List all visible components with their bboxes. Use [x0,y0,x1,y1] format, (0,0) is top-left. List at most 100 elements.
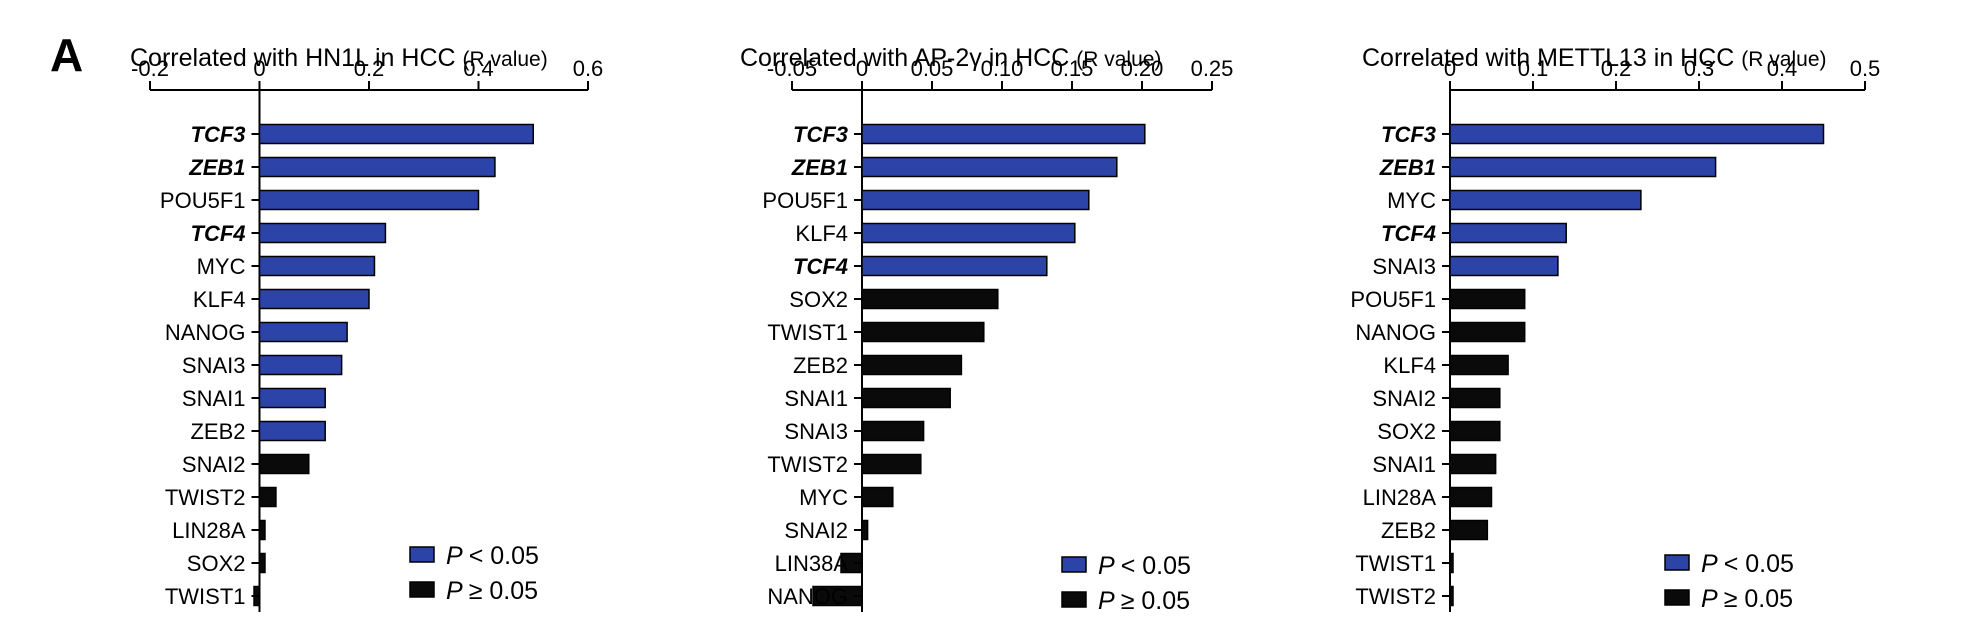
bar-zeb1 [1449,156,1717,178]
legend-p-symbol: P [1701,585,1724,613]
bar-zeb2 [861,354,963,376]
x-tick-label: 0 [1444,56,1456,81]
category-label: TCF4 [191,221,246,246]
bar-tcf3 [258,123,534,145]
bar-twist1 [861,321,985,343]
x-tick-label: -0.05 [767,56,817,81]
legend-label-not-significant: P ≥ 0.05 [1701,585,1793,613]
legend-p-symbol: P [446,577,469,605]
chart-ap2g: Correlated with AP-2γ in HCC (R value)-0… [740,44,1233,615]
legend-threshold: < 0.05 [1724,550,1794,578]
category-label: MYC [1387,188,1436,213]
bar-lin28a [1449,486,1493,508]
chart-title-unit: (R value) [1076,48,1161,71]
legend-swatch-significant [1061,556,1087,573]
x-tick-label: 0 [856,56,868,81]
bar-pou5f1 [1449,288,1526,310]
bar-twist2 [861,453,922,475]
category-label: SNAI2 [784,518,848,543]
legend-p-symbol: P [1701,550,1724,578]
bar-sox2 [258,552,266,574]
bar-snai3 [258,354,343,376]
x-tick-label: 0 [253,56,265,81]
legend-p-symbol: P [1098,552,1121,580]
category-label: SNAI3 [182,353,246,378]
category-label: TWIST2 [1355,584,1436,609]
legend: P < 0.05 P ≥ 0.05 [1664,550,1794,613]
chart-title: Correlated with METTL13 in HCC (R value) [1362,44,1827,72]
bar-snai2 [861,519,869,541]
x-tick-label: 0.4 [463,56,494,81]
category-label: LIN38A [775,551,849,576]
bar-zeb2 [1449,519,1489,541]
legend: P < 0.05 P ≥ 0.05 [409,542,539,605]
category-label: ZEB1 [791,155,848,180]
chart-title-unit: (R value) [1741,48,1826,71]
bar-klf4 [1449,354,1509,376]
x-tick-label: 0.20 [1121,56,1164,81]
legend-label-significant: P < 0.05 [1098,552,1191,580]
bar-zeb1 [258,156,496,178]
legend-label-not-significant: P ≥ 0.05 [1098,587,1190,615]
category-label: NANOG [767,584,848,609]
legend-threshold: < 0.05 [1121,552,1191,580]
category-label: TCF3 [793,122,848,147]
legend-label-significant: P < 0.05 [1701,550,1794,578]
category-label: TWIST2 [165,485,246,510]
legend-swatch-not-significant [1061,591,1087,608]
category-label: KLF4 [1383,353,1436,378]
category-label: SOX2 [1377,419,1436,444]
legend: P < 0.05 P ≥ 0.05 [1061,552,1191,615]
bar-nanog [1449,321,1526,343]
bar-klf4 [258,288,370,310]
category-label: NANOG [1355,320,1436,345]
bar-sox2 [861,288,999,310]
category-label: ZEB2 [1381,518,1436,543]
bar-pou5f1 [258,189,480,211]
legend-swatch-significant [1664,554,1690,571]
chart-title-main: Correlated with HN1L in HCC [130,44,463,72]
category-label: SNAI3 [1372,254,1436,279]
x-tick-label: 0.2 [354,56,385,81]
bar-lin28a [258,519,266,541]
legend-label-not-significant: P ≥ 0.05 [446,577,538,605]
category-label: TCF3 [191,122,246,147]
x-tick-label: 0.3 [1684,56,1715,81]
bar-snai3 [861,420,925,442]
bar-sox2 [1449,420,1501,442]
bar-myc [861,486,894,508]
bar-tcf4 [258,222,387,244]
category-label: KLF4 [795,221,848,246]
x-tick-label: 0.1 [1518,56,1549,81]
bar-snai1 [1449,453,1497,475]
category-label: ZEB2 [190,419,245,444]
x-tick-label: 0.5 [1850,56,1881,81]
bar-snai1 [861,387,951,409]
category-label: ZEB2 [793,353,848,378]
legend-threshold: < 0.05 [469,542,539,570]
category-label: POU5F1 [1350,287,1436,312]
category-label: SNAI1 [182,386,246,411]
chart-title: Correlated with HN1L in HCC (R value) [130,44,548,72]
bar-snai3 [1449,255,1559,277]
chart-title: Correlated with AP-2γ in HCC (R value) [740,44,1161,72]
legend-swatch-significant [409,546,435,563]
category-label: TWIST1 [1355,551,1436,576]
x-tick-label: 0.25 [1191,56,1234,81]
category-label: SNAI2 [182,452,246,477]
legend-p-symbol: P [446,542,469,570]
x-tick-label: 0.4 [1767,56,1798,81]
legend-swatch-not-significant [1664,589,1690,606]
category-label: ZEB1 [188,155,245,180]
x-tick-label: 0.15 [1051,56,1094,81]
chart-title-main: Correlated with METTL13 in HCC [1362,44,1741,72]
bar-twist2 [1449,585,1454,607]
bar-myc [258,255,376,277]
bar-nanog [258,321,348,343]
chart-hn1l: Correlated with HN1L in HCC (R value)-0.… [130,44,603,612]
category-label: KLF4 [193,287,246,312]
legend-swatch-not-significant [409,581,435,598]
bar-twist2 [258,486,277,508]
bar-tcf3 [1449,123,1825,145]
chart-title-unit: (R value) [463,48,548,71]
